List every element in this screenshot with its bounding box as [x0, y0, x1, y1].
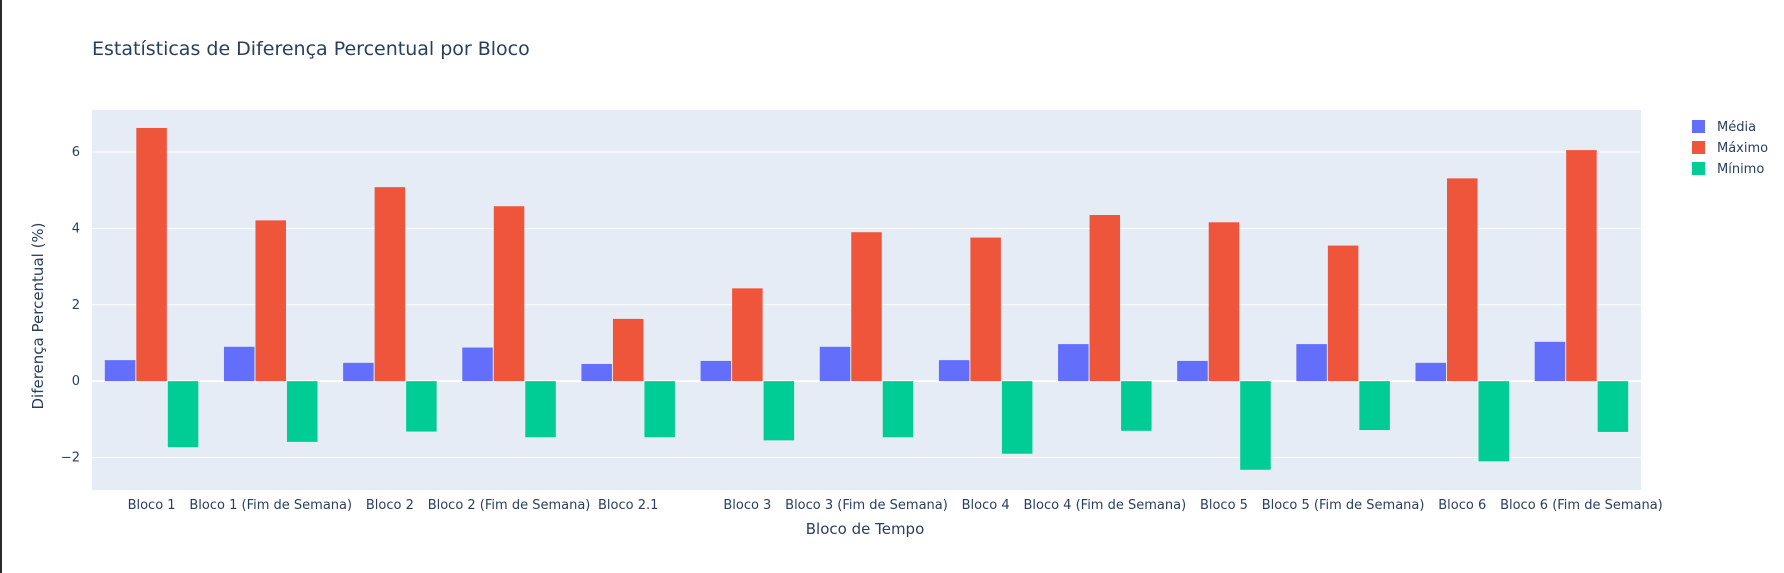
legend-swatch — [1692, 141, 1705, 154]
x-tick-label: Bloco 5 — [1200, 498, 1248, 513]
y-tick-label: 6 — [72, 145, 80, 160]
x-tick-label: Bloco 6 — [1438, 498, 1486, 513]
y-tick-label: 0 — [72, 374, 80, 389]
bar-Máximo — [1089, 215, 1121, 382]
bar-Máximo — [612, 318, 644, 382]
legend-swatch — [1692, 162, 1705, 175]
bar-Máximo — [851, 232, 882, 382]
y-tick-label: −2 — [61, 451, 80, 466]
x-tick-label: Bloco 2 (Fim de Semana) — [428, 498, 591, 513]
bar-Média — [1534, 341, 1566, 382]
bar-Mínimo — [1001, 381, 1033, 454]
y-axis-ticks: −2 0 2 4 6 — [61, 145, 80, 466]
bar-Média — [462, 347, 493, 382]
x-tick-label: Bloco 2 — [366, 498, 414, 513]
bar-Mínimo — [1121, 381, 1152, 431]
window-left-border — [0, 0, 2, 573]
x-tick-label: Bloco 1 (Fim de Semana) — [189, 498, 352, 513]
x-axis-title: Bloco de Tempo — [806, 520, 925, 538]
x-tick-label: Bloco 2.1 — [598, 498, 658, 513]
y-tick-label: 4 — [72, 221, 80, 236]
legend-label: Média — [1717, 120, 1756, 135]
y-axis-title: Diferença Percentual (%) — [29, 222, 47, 409]
bar-Máximo — [136, 127, 167, 382]
chart-title: Estatísticas de Diferença Percentual por… — [92, 38, 530, 60]
y-tick-label: 2 — [72, 298, 80, 313]
bar-Máximo — [1447, 178, 1478, 382]
bars — [104, 127, 1629, 470]
x-tick-label: Bloco 4 (Fim de Semana) — [1023, 498, 1186, 513]
bar-Máximo — [1208, 222, 1240, 382]
legend: Média Máximo Mínimo — [1692, 120, 1768, 177]
bar-Média — [104, 360, 136, 382]
bar-Mínimo — [763, 381, 795, 441]
legend-label: Mínimo — [1717, 162, 1764, 177]
bar-Máximo — [1327, 245, 1359, 382]
x-tick-label: Bloco 3 (Fim de Semana) — [785, 498, 948, 513]
bar-Mínimo — [406, 381, 437, 432]
x-tick-label: Bloco 3 — [723, 498, 771, 513]
x-tick-label: Bloco 1 — [128, 498, 176, 513]
bar-Média — [1177, 360, 1208, 382]
bar-Máximo — [732, 288, 763, 382]
bar-Média — [1296, 344, 1327, 382]
bar-Mínimo — [1359, 381, 1390, 431]
bar-Média — [700, 360, 732, 382]
bar-Média — [581, 363, 612, 382]
bar-Mínimo — [1478, 381, 1510, 462]
bar-Média — [1058, 344, 1089, 382]
bar-Mínimo — [1240, 381, 1271, 470]
bar-Mínimo — [167, 381, 199, 448]
bar-Máximo — [1566, 150, 1597, 382]
bar-Média — [1415, 362, 1447, 382]
bar-Máximo — [255, 220, 286, 382]
bar-Máximo — [493, 206, 525, 382]
bar-Mínimo — [525, 381, 556, 438]
bar-Mínimo — [1597, 381, 1629, 432]
bar-Mínimo — [882, 381, 914, 438]
x-tick-label: Bloco 6 (Fim de Semana) — [1500, 498, 1663, 513]
bar-Máximo — [374, 187, 406, 382]
x-tick-label: Bloco 4 — [962, 498, 1010, 513]
x-axis-ticks: Bloco 1 Bloco 1 (Fim de Semana) Bloco 2 Blo… — [128, 498, 1663, 513]
x-tick-label: Bloco 5 (Fim de Semana) — [1262, 498, 1425, 513]
bar-Mínimo — [644, 381, 675, 438]
bar-Máximo — [970, 237, 1001, 382]
bar-Média — [343, 362, 374, 382]
bar-Média — [223, 346, 255, 382]
bar-Média — [819, 346, 851, 382]
legend-swatch — [1692, 120, 1705, 133]
bar-Mínimo — [286, 381, 318, 442]
legend-label: Máximo — [1717, 141, 1768, 156]
bar-Média — [938, 360, 970, 382]
